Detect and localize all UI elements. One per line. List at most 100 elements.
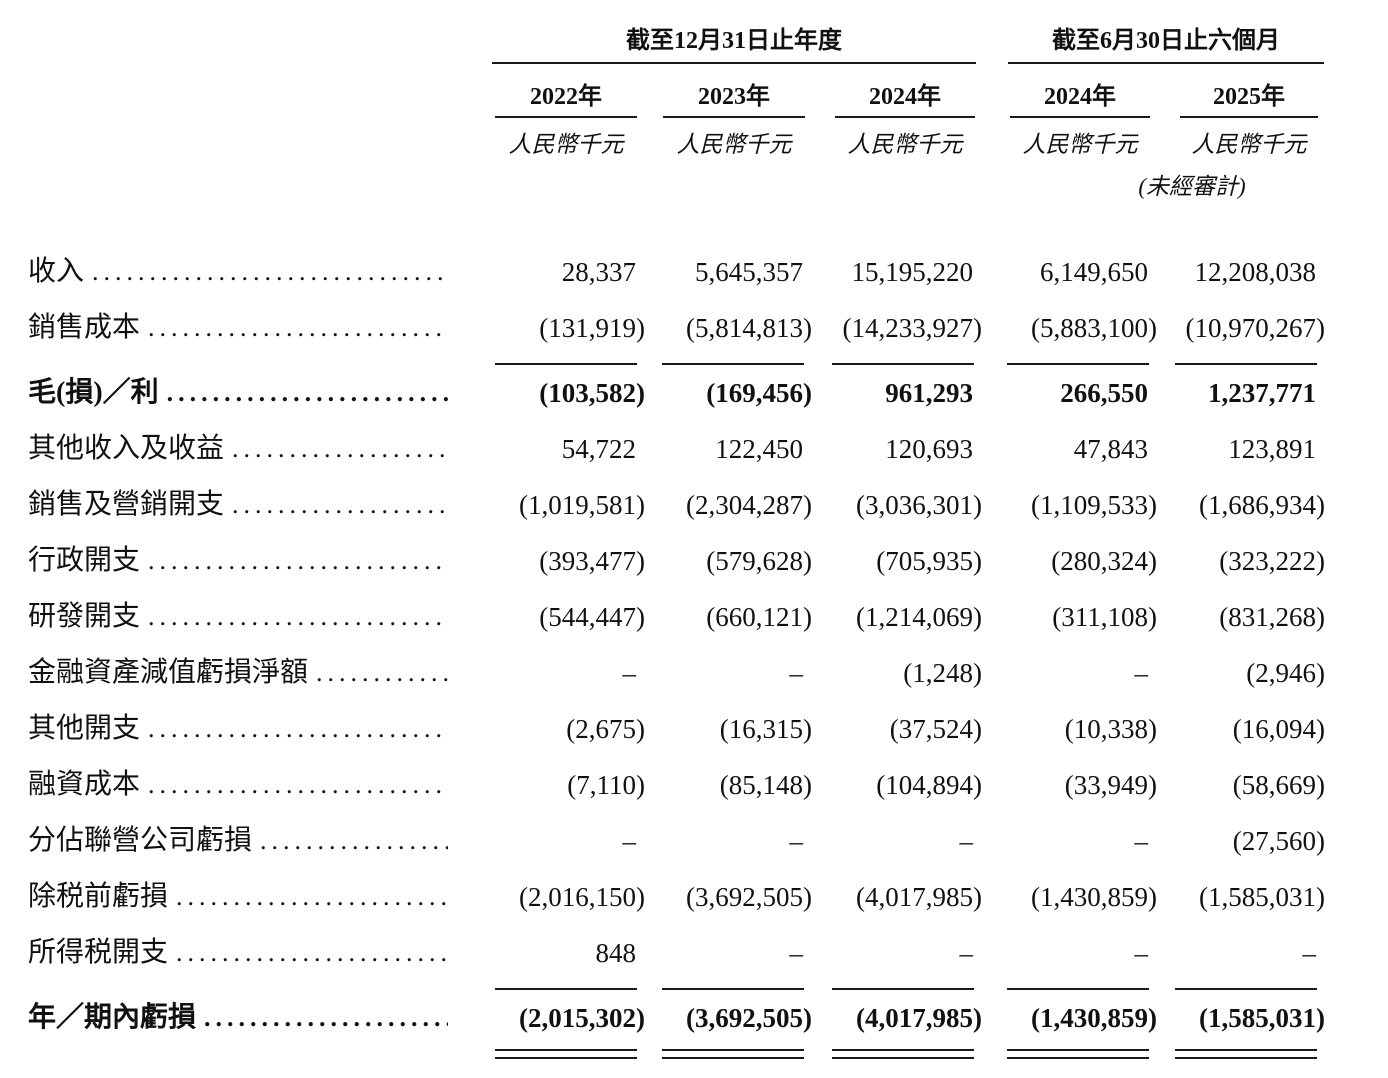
table-row: 分佔聯營公司虧損................................… [28,813,1388,869]
value-text: (2,946) [1246,658,1325,688]
value-cell: (10,970,267) [1157,300,1325,365]
value-cell: 54,722 [458,421,645,477]
table-row: 銷售及營銷開支.................................… [28,477,1388,533]
value-cell: (1,248) [812,645,982,701]
value-cell: (14,233,927) [812,300,982,365]
value-cell: (2,946) [1157,645,1325,701]
value-text: (10,970,267) [1185,313,1325,343]
value-cell: – [645,813,812,869]
row-label-cell: 所得税開支...................................… [28,925,458,981]
row-label: 毛(損)／利 [28,377,159,408]
value-text: (16,094) [1232,714,1325,744]
value-text: (27,560) [1232,826,1325,856]
row-label: 其他收入及收益 [28,433,225,464]
column-year-rule [495,116,637,118]
row-label-cell: 金融資產減值虧損淨額..............................… [28,645,458,701]
dot-leader: ........................................… [232,434,448,463]
value-text: (393,477) [539,546,645,576]
value-text: (2,675) [566,714,645,744]
value-cell: – [645,925,812,990]
row-label: 金融資產減值虧損淨額 [28,657,309,688]
value-text: 120,693 [885,434,973,464]
row-label-cell: 其他收入及收益.................................… [28,421,458,477]
value-cell: (2,304,287) [645,477,812,533]
table-row: 毛(損)／利..................................… [28,365,1388,421]
value-text: 266,550 [1060,378,1148,408]
value-cell: 961,293 [812,365,982,421]
value-cell: (2,016,150) [458,869,645,925]
value-text: (1,686,934) [1199,490,1325,520]
value-text: 848 [595,938,637,968]
column-unit-label: 人民幣千元 [676,132,792,157]
row-label: 收入 [28,256,85,287]
row-label: 年／期內虧損 [28,1002,197,1033]
table-row: 融資成本....................................… [28,757,1388,813]
column-year-rule [1010,116,1150,118]
value-cell: (3,036,301) [812,477,982,533]
value-text: (2,016,150) [519,882,645,912]
row-label-cell: 其他開支....................................… [28,701,458,757]
period-group-rule [1008,62,1324,64]
dot-leader: ........................................… [148,602,448,631]
row-label-cell: 行政開支....................................… [28,533,458,589]
row-label: 行政開支 [28,545,141,576]
value-text: (14,233,927) [842,313,982,343]
table-row: 年／期內虧損..................................… [28,990,1388,1059]
value-text: (311,108) [1052,602,1157,632]
value-cell: (393,477) [458,533,645,589]
column-year-rule [835,116,975,118]
value-cell: (169,456) [645,365,812,421]
row-label-cell: 年／期內虧損..................................… [28,990,458,1046]
value-text: (169,456) [706,378,812,408]
value-text: – [622,658,637,688]
value-text: (3,692,505) [686,1003,812,1033]
value-cell: 47,843 [982,421,1157,477]
value-text: – [959,826,974,856]
value-text: – [1134,826,1149,856]
value-text: – [1134,938,1149,968]
value-cell: (5,814,813) [645,300,812,365]
row-label: 分佔聯營公司虧損 [28,825,253,856]
column-unit-label: 人民幣千元 [508,132,624,157]
value-text: (323,222) [1219,546,1325,576]
value-cell: (705,935) [812,533,982,589]
value-text: (10,338) [1064,714,1157,744]
dot-leader: ........................................… [148,770,448,799]
value-cell: (16,315) [645,701,812,757]
row-label: 銷售及營銷開支 [28,489,225,520]
dot-leader: ........................................… [176,882,448,911]
column-unit-label: 人民幣千元 [847,132,963,157]
value-text: 28,337 [561,257,636,287]
value-cell: (4,017,985) [812,869,982,925]
value-text: – [622,826,637,856]
value-cell: (579,628) [645,533,812,589]
value-cell: (1,430,859) [982,869,1157,925]
value-cell: (1,214,069) [812,589,982,645]
value-text: (3,036,301) [856,490,982,520]
value-cell: (131,919) [458,300,645,365]
dot-leader: ........................................… [148,714,448,743]
value-text: (1,430,859) [1031,1003,1157,1033]
table-row: 收入......................................… [28,244,1388,300]
dot-leader: ........................................… [166,378,448,407]
table-row: 其他開支....................................… [28,701,1388,757]
value-text: (4,017,985) [856,1003,982,1033]
value-cell: – [458,813,645,869]
value-cell: 266,550 [982,365,1157,421]
table-body: 收入......................................… [0,244,1388,1059]
row-label-cell: 融資成本....................................… [28,757,458,813]
value-cell: (3,692,505) [645,990,812,1059]
value-text: (3,692,505) [686,882,812,912]
value-text: (705,935) [876,546,982,576]
value-cell: 6,149,650 [982,244,1157,300]
value-text: (280,324) [1051,546,1157,576]
value-text: 1,237,771 [1208,378,1316,408]
value-text: 47,843 [1073,434,1148,464]
period-group-title: 截至12月31日止年度 [626,28,842,54]
column-unit-label: 人民幣千元 [1022,132,1138,157]
value-cell: (1,585,031) [1157,990,1325,1059]
value-text: (579,628) [706,546,812,576]
value-text: (58,669) [1232,770,1325,800]
value-cell: (1,585,031) [1157,869,1325,925]
value-text: (131,919) [539,313,645,343]
